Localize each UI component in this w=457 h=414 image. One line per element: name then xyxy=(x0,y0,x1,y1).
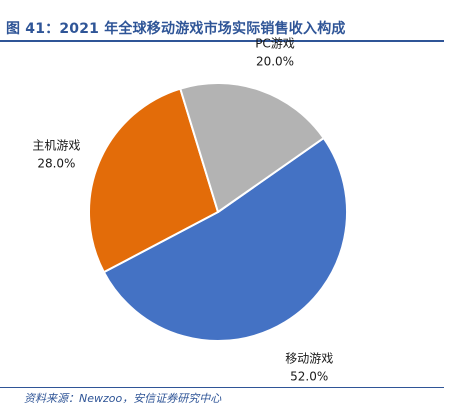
pie-slice-2 xyxy=(88,87,219,274)
label-name-slice-2: 主机游戏 xyxy=(32,139,80,153)
label-name-slice-1: 移动游戏 xyxy=(285,351,333,365)
figure-title: 图 41：2021 年全球移动游戏市场实际销售收入构成 xyxy=(6,21,346,37)
title-rule xyxy=(0,40,444,42)
source-note: 资料来源：Newzoo，安信证券研究中心 xyxy=(24,392,222,405)
label-value-slice-3: 20.0% xyxy=(256,55,294,69)
label-name-slice-3: PC游戏 xyxy=(255,37,295,51)
pie-slice-3 xyxy=(179,82,325,213)
label-value-slice-1: 52.0% xyxy=(290,369,328,383)
label-value-slice-2: 28.0% xyxy=(37,157,75,171)
pie-slice-1 xyxy=(102,137,348,343)
source-rule xyxy=(0,387,444,388)
